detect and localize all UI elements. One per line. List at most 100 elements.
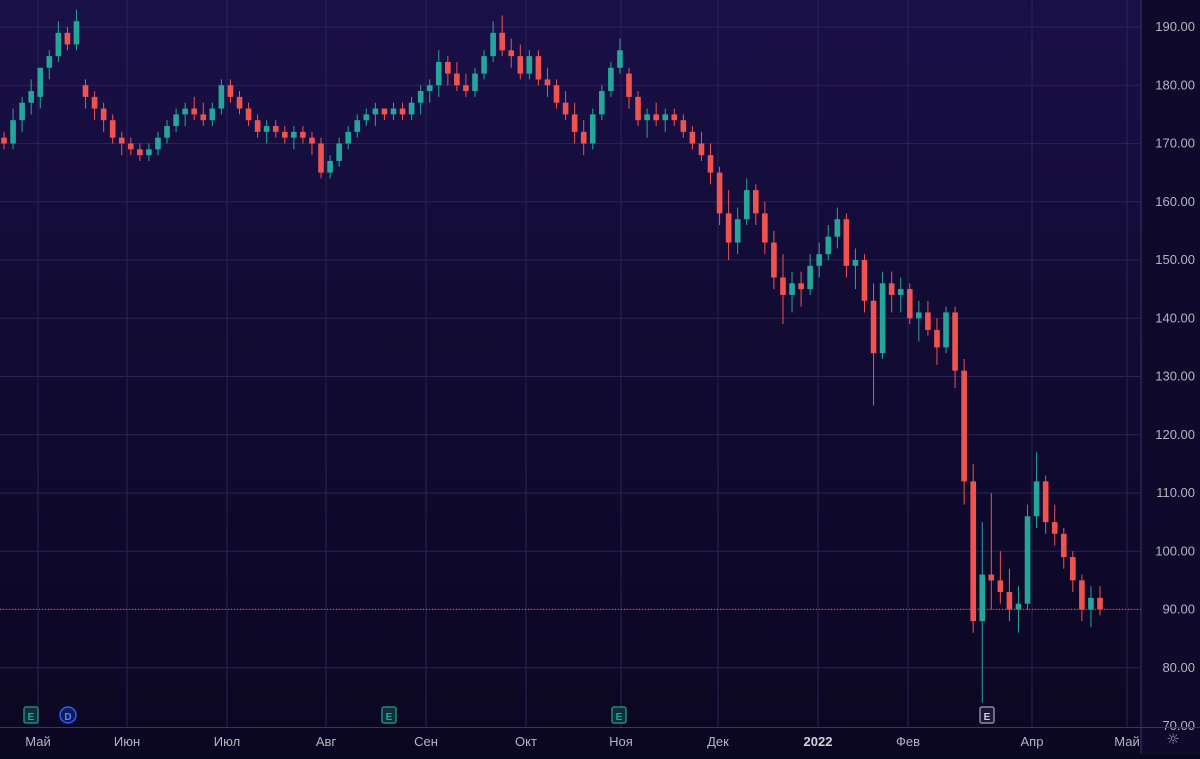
candle-body <box>599 91 605 115</box>
candle-body <box>553 85 560 103</box>
x-tick-label: Ноя <box>609 734 633 749</box>
candle-body <box>1070 557 1076 581</box>
candle <box>155 131 161 156</box>
x-tick-label: Сен <box>414 734 438 749</box>
event-marker-earnings[interactable]: E <box>23 706 39 724</box>
candle-body <box>544 79 551 86</box>
candle <box>100 102 107 132</box>
candle-body <box>481 56 487 74</box>
candle-body <box>64 32 71 45</box>
candle <box>789 271 795 313</box>
candle-body <box>381 108 388 115</box>
candle <box>426 79 433 103</box>
candle-body <box>426 85 433 92</box>
candle-body <box>155 137 161 150</box>
candle <box>707 143 714 185</box>
event-marker-dividend[interactable]: D <box>59 706 77 724</box>
candle-body <box>671 114 678 121</box>
event-marker-earnings[interactable]: E <box>611 706 627 724</box>
candle-body <box>626 73 632 97</box>
candle <box>517 44 524 80</box>
candle <box>173 108 179 132</box>
candle <box>662 108 669 132</box>
candle-body <box>10 120 16 144</box>
event-marker-earnings-upcoming[interactable]: E <box>979 706 995 724</box>
candle <box>164 120 170 144</box>
candle-body <box>209 108 216 121</box>
candle-body <box>1006 592 1013 610</box>
settings-gear-icon[interactable]: ☼ <box>1166 730 1180 748</box>
candle-body <box>327 160 333 173</box>
event-marker-letter: E <box>616 712 623 723</box>
candle <box>236 91 243 115</box>
candle <box>870 283 877 406</box>
x-tick-label: Май <box>1114 734 1139 749</box>
candle <box>1006 568 1013 622</box>
candle-body <box>417 91 424 103</box>
candle <box>1033 452 1040 528</box>
candle-body <box>617 50 623 68</box>
candle <box>653 102 659 127</box>
candle <box>1024 504 1031 610</box>
candle-body <box>73 21 80 45</box>
candle-body <box>164 126 170 138</box>
candle-body <box>200 114 207 121</box>
candle <box>816 242 823 278</box>
candle-body <box>834 219 841 237</box>
candle-body <box>852 260 859 266</box>
x-axis[interactable]: Май Июн Июл Авг Сен Окт Ноя Дек 2022 Фев Апр Май <box>0 727 1200 750</box>
candle-body <box>91 96 98 109</box>
candle-body <box>734 219 741 243</box>
candle-body <box>363 114 370 121</box>
candle-body <box>245 108 252 121</box>
candle-body <box>816 254 823 266</box>
candle <box>979 522 986 703</box>
candle-body <box>37 67 44 97</box>
candle <box>970 463 976 633</box>
y-tick-label: 160.00 <box>1155 194 1195 209</box>
candle-body <box>345 131 352 144</box>
candle <box>390 102 397 121</box>
candle <box>73 9 80 51</box>
candle-body <box>100 108 107 121</box>
candle-body <box>635 96 641 121</box>
candle <box>1070 551 1076 593</box>
candle <box>118 131 125 156</box>
candle <box>445 56 451 86</box>
candle <box>571 102 578 144</box>
candle <box>245 102 252 127</box>
event-marker-earnings[interactable]: E <box>381 706 397 724</box>
candle <box>336 137 342 167</box>
candle-body <box>798 283 804 290</box>
candle-body <box>281 131 288 138</box>
candle <box>263 120 270 144</box>
candle <box>752 184 759 226</box>
candle <box>227 79 234 103</box>
candle <box>743 178 750 226</box>
candle-body <box>698 143 705 156</box>
candle <box>771 230 777 290</box>
x-tick-label: 2022 <box>804 734 833 749</box>
candle <box>961 359 967 505</box>
candle <box>934 318 940 365</box>
event-marker-letter: E <box>984 712 991 723</box>
candle <box>680 114 687 138</box>
candle-body <box>254 120 261 132</box>
candle <box>300 126 306 144</box>
candle <box>272 120 279 138</box>
candle-body <box>843 219 850 266</box>
y-axis-panel <box>1141 0 1200 754</box>
candle-body <box>318 143 324 173</box>
candle-body <box>309 137 315 144</box>
candle <box>843 213 850 278</box>
candle <box>481 50 487 80</box>
candle-body <box>354 120 361 132</box>
candle <box>472 67 478 97</box>
y-axis[interactable]: 190.00 180.00 170.00 160.00 150.00 140.00 130.… <box>1140 0 1200 754</box>
candle-body <box>173 114 179 127</box>
candle-body <box>291 131 297 138</box>
candle-body <box>1042 481 1049 523</box>
